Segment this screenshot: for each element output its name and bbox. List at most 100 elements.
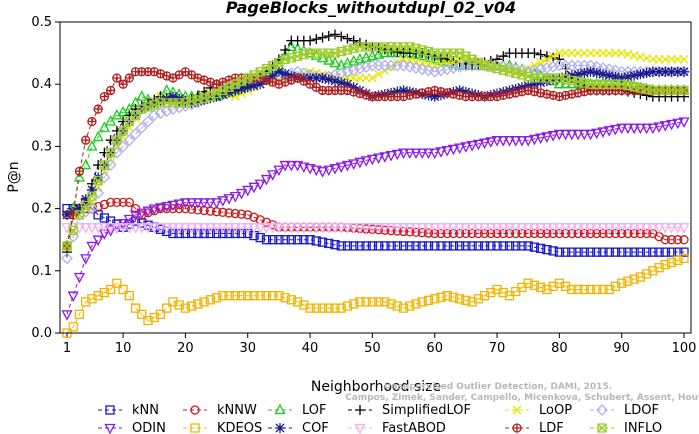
data-point-knnw [186, 204, 197, 214]
data-point-odin [572, 129, 584, 141]
data-point-kdeos [143, 315, 153, 326]
data-point-ldof [110, 146, 123, 159]
data-point-fastabod [111, 223, 123, 234]
data-point-inflo [87, 191, 97, 201]
data-point-knn [99, 213, 110, 223]
data-point-ldof [435, 64, 447, 77]
legend-marker-knnw [190, 405, 200, 415]
data-point-fastabod [248, 223, 260, 234]
data-point-kdeos [436, 292, 446, 302]
data-point-knn [573, 247, 583, 257]
data-point-knn [436, 241, 446, 251]
data-point-fastabod [553, 223, 565, 234]
data-point-kdeos [355, 297, 365, 307]
data-point-kdeos [299, 300, 309, 310]
data-point-odin [597, 127, 609, 138]
data-point-knn [324, 238, 334, 249]
data-point-simplifiedlof [323, 30, 334, 41]
data-point-fastabod [410, 223, 422, 234]
data-point-fastabod [478, 223, 491, 234]
data-point-knnw [386, 225, 396, 236]
legend-item-odin: ODIN [98, 421, 166, 434]
data-point-cof [311, 72, 322, 83]
data-point-odin [360, 156, 372, 167]
data-point-lof [323, 54, 335, 65]
data-point-fastabod [92, 223, 104, 234]
data-point-lof [117, 105, 129, 117]
data-point-fastabod [148, 223, 160, 234]
data-point-simplifiedlof [336, 31, 347, 42]
data-point-cof [523, 80, 534, 91]
data-point-knn [286, 235, 297, 245]
series-line-kdeos [66, 257, 685, 334]
x-tick-label: 90 [613, 341, 630, 356]
data-point-knn [473, 241, 483, 251]
data-point-cof [192, 96, 203, 107]
data-point-knnw [430, 228, 440, 239]
data-point-odin [672, 118, 684, 130]
data-point-cof [548, 74, 559, 85]
data-point-lof [105, 115, 117, 126]
data-point-knnw [517, 228, 527, 239]
data-point-fastabod [335, 223, 347, 234]
data-point-odin [510, 136, 522, 147]
data-point-knn [666, 247, 677, 257]
plot-frame [59, 21, 692, 334]
data-point-kdeos [473, 294, 483, 304]
data-point-odin [659, 121, 671, 132]
data-point-cof [616, 72, 627, 83]
data-point-fastabod [547, 223, 559, 234]
data-point-ldof [92, 187, 105, 199]
data-point-fastabod [522, 223, 534, 234]
data-point-kdeos [292, 297, 303, 307]
data-point-fastabod [235, 223, 248, 234]
data-point-knn [268, 235, 278, 245]
data-point-fastabod [634, 223, 646, 234]
data-point-cof [679, 66, 689, 77]
data-point-fastabod [541, 223, 553, 234]
data-point-fastabod [572, 223, 584, 234]
data-point-knnw [168, 203, 178, 214]
data-point-knnw [492, 228, 502, 239]
data-point-knn [542, 245, 552, 255]
data-point-fastabod [98, 223, 110, 234]
data-point-odin [229, 192, 241, 203]
data-point-fastabod [491, 223, 503, 234]
data-point-inflo [62, 241, 72, 251]
data-point-fastabod [298, 223, 310, 234]
legend-item-kdeos: KDEOS [183, 421, 262, 434]
legend-label-loop: LoOP [539, 403, 572, 418]
data-point-knnw [660, 235, 670, 245]
data-point-knn [373, 241, 384, 251]
data-point-kdeos [130, 303, 141, 313]
data-point-knn [355, 241, 365, 251]
data-point-fastabod [242, 223, 254, 234]
data-point-inflo [105, 147, 116, 158]
data-point-kdeos [623, 276, 633, 286]
data-point-kdeos [99, 287, 110, 298]
data-point-fastabod [510, 223, 522, 234]
data-point-kdeos [211, 293, 222, 303]
data-point-knnw [666, 235, 677, 245]
data-point-odin [298, 162, 310, 174]
data-point-knnw [598, 228, 608, 239]
data-point-knnw [635, 228, 646, 239]
data-point-odin [622, 123, 634, 135]
data-point-fastabod [80, 223, 92, 234]
data-point-fastabod [279, 223, 291, 234]
data-point-cof [672, 66, 683, 77]
data-point-knn [405, 241, 415, 251]
data-point-fastabod [597, 223, 609, 234]
legend-marker-odin [104, 423, 116, 434]
legend-label-lof: LOF [302, 403, 327, 418]
data-point-fastabod [123, 223, 135, 234]
legend-item-ldof: LDOF [590, 403, 659, 418]
data-point-cof [529, 79, 540, 90]
data-point-knnw [579, 228, 589, 239]
legend-item-simplifiedlof: SimplifiedLOF [348, 403, 471, 418]
data-point-kdeos [74, 309, 85, 319]
data-point-cof [248, 80, 259, 91]
data-point-kdeos [243, 291, 253, 301]
data-point-cof [230, 85, 241, 96]
data-point-fastabod [204, 223, 216, 234]
